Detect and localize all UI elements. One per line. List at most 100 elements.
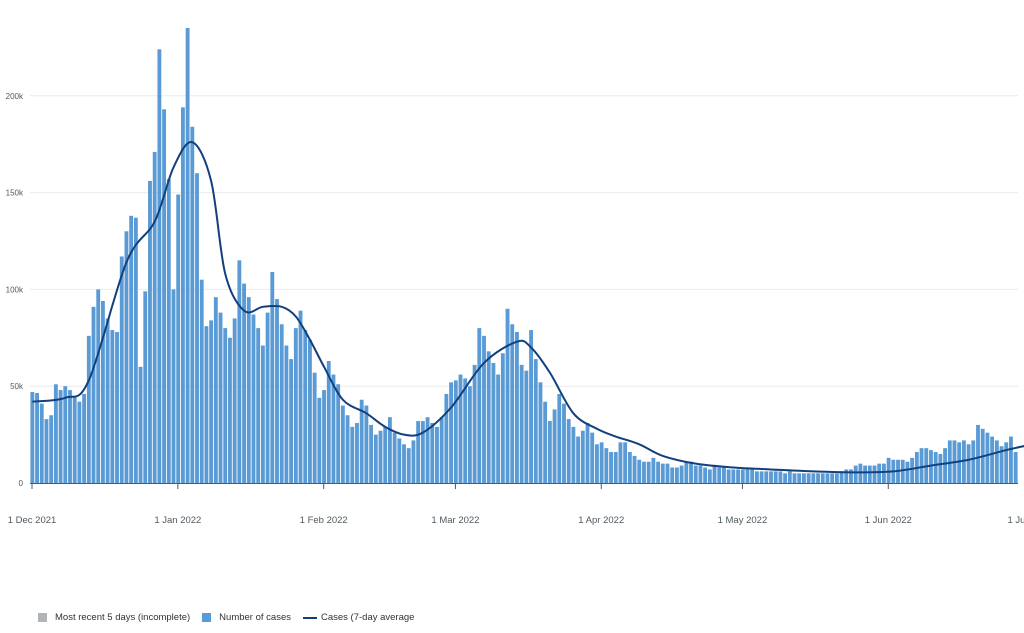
bar (627, 452, 632, 483)
bar (910, 457, 915, 483)
bar (919, 448, 924, 483)
bar (30, 392, 35, 483)
bar (684, 461, 689, 483)
bar (96, 289, 101, 483)
bar (293, 328, 298, 483)
incomplete-swatch (38, 613, 47, 622)
x-tick-label: 1 Dec 2021 (8, 515, 57, 526)
bar (435, 426, 439, 483)
bar (359, 399, 364, 483)
bar (44, 419, 49, 483)
bar (759, 471, 764, 483)
bar (166, 179, 171, 483)
legend-cases-label: Number of cases (219, 612, 291, 623)
bar (218, 312, 223, 483)
bar (707, 469, 712, 483)
y-tick-label: 0 (19, 479, 24, 488)
bar (228, 337, 232, 483)
legend: Most recent 5 days (incomplete) Number o… (38, 612, 426, 623)
bar (430, 422, 435, 483)
bar (736, 469, 740, 483)
legend-incomplete-label: Most recent 5 days (incomplete) (55, 612, 191, 623)
bar (326, 361, 331, 483)
bar (157, 49, 162, 483)
bar (665, 463, 670, 483)
bar (223, 328, 228, 483)
bar (500, 353, 505, 483)
bar (806, 473, 811, 483)
bar (402, 444, 406, 483)
bar (303, 330, 308, 483)
bar (110, 330, 115, 483)
x-tick-label: 1 Jan 2022 (154, 515, 201, 526)
bar (322, 390, 326, 483)
bar (275, 299, 279, 483)
bar (340, 405, 345, 483)
bar (820, 473, 825, 483)
bar (604, 448, 609, 483)
bar (237, 260, 242, 483)
bar (580, 430, 585, 483)
bar (397, 438, 402, 483)
bar (557, 393, 562, 483)
bar (148, 180, 152, 483)
x-tick-label: 1 Jul 2022 (1007, 515, 1024, 526)
legend-average-label: Cases (7-day average (320, 612, 415, 623)
legend-cases: Number of cases (202, 612, 291, 623)
bar (726, 469, 731, 483)
bar (190, 126, 195, 483)
bar (1004, 442, 1009, 483)
bar (547, 421, 552, 483)
bar (350, 426, 355, 483)
bar (670, 467, 675, 483)
bar (449, 382, 454, 483)
bar (124, 231, 129, 483)
bar (985, 432, 990, 483)
bar (176, 194, 181, 484)
bar (787, 471, 792, 483)
bar (35, 392, 39, 483)
bar (298, 310, 303, 483)
bar (740, 469, 745, 483)
x-tick-label: 1 May 2022 (718, 515, 768, 526)
bar (660, 463, 665, 483)
bar (204, 326, 209, 483)
bar (778, 471, 783, 483)
bar (797, 473, 802, 483)
bar (994, 440, 999, 483)
axes: 1 Dec 2021 1 Jan 2022 1 Feb 2022 1 Mar 2022… (8, 483, 1024, 526)
gridlines: 0 50k 100k 150k 200k (6, 92, 1018, 488)
bar (712, 465, 717, 483)
bar (312, 372, 317, 483)
bar (689, 461, 693, 483)
bar (129, 215, 134, 483)
bar (171, 289, 176, 483)
bar (82, 393, 87, 483)
bar (783, 473, 788, 483)
bar (609, 452, 613, 483)
bar (383, 426, 388, 483)
bar (656, 461, 661, 483)
legend-average: Cases (7-day average (302, 612, 415, 623)
bar (844, 469, 849, 483)
bar (392, 432, 397, 483)
cases-chart: 0 50k 100k 150k 200k 1 Dec 2021 1 Jan 2022 1 F… (6, 28, 1024, 526)
y-tick-label: 50k (10, 382, 24, 391)
bar (242, 283, 246, 483)
bar (646, 461, 651, 483)
bar (317, 397, 322, 483)
bar (472, 364, 477, 483)
bar (872, 465, 877, 483)
bar (439, 417, 444, 483)
bar (543, 401, 548, 483)
bar (519, 364, 524, 483)
bar (486, 351, 491, 483)
bar (566, 419, 571, 483)
bar (905, 461, 910, 483)
bar (162, 109, 167, 483)
bar (585, 422, 590, 483)
bar (900, 459, 905, 483)
bar (703, 467, 708, 483)
bar (180, 107, 185, 483)
bar (387, 417, 392, 483)
